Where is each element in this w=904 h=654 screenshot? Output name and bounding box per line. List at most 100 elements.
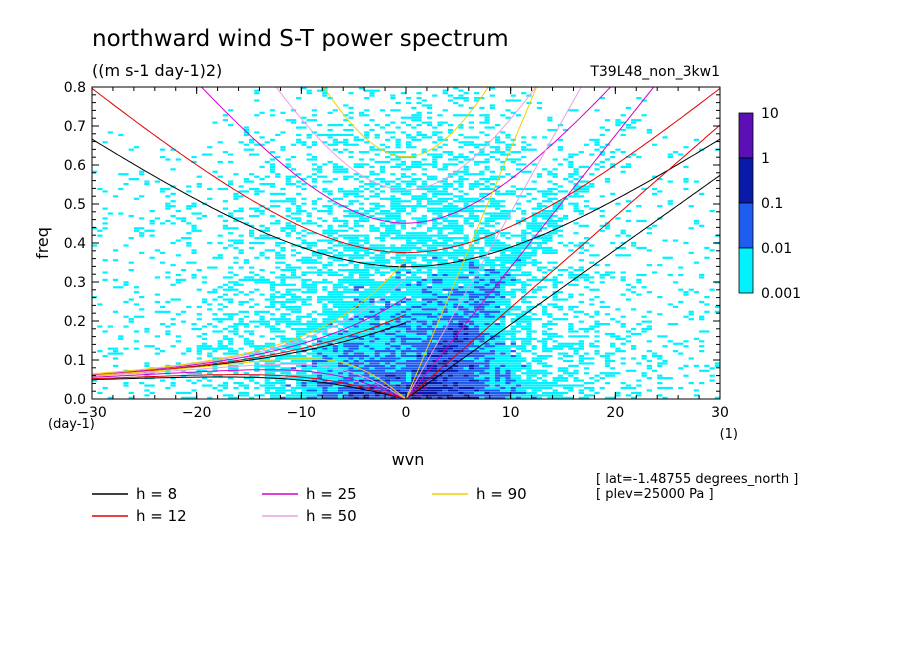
heat-cell <box>526 192 532 195</box>
heat-cell <box>332 219 349 223</box>
heat-cell <box>510 320 532 323</box>
heat-cell <box>348 362 365 365</box>
heat-cell <box>411 325 417 328</box>
heat-cell <box>343 276 354 279</box>
heat-cell <box>500 291 516 294</box>
heat-cell <box>646 131 652 134</box>
heat-cell <box>379 273 386 277</box>
heat-cell <box>636 273 647 277</box>
heat-cell <box>620 357 626 360</box>
heat-cell <box>479 288 495 291</box>
heat-cell <box>311 109 318 112</box>
heat-cell <box>353 251 359 254</box>
heat-cell <box>453 332 459 336</box>
heat-cell <box>311 143 318 146</box>
heat-cell <box>139 217 145 220</box>
heat-cell <box>280 281 286 284</box>
heat-cell <box>453 359 459 363</box>
heat-cell <box>154 217 161 220</box>
heat-cell <box>358 185 365 188</box>
heat-cell <box>343 372 349 375</box>
heat-cell <box>578 362 595 365</box>
heat-cell <box>699 192 705 195</box>
heat-cell <box>432 313 438 316</box>
heat-cell <box>479 151 485 154</box>
heat-cell <box>395 359 406 363</box>
heat-cell <box>557 241 563 245</box>
heat-cell <box>337 350 344 353</box>
heat-cell <box>458 246 464 250</box>
heat-cell <box>432 155 443 159</box>
heat-cell <box>233 381 244 385</box>
heat-cell <box>343 222 349 225</box>
heat-cell <box>494 141 506 144</box>
heat-cell <box>196 379 202 382</box>
heat-cell <box>379 379 386 382</box>
heat-cell <box>264 372 276 375</box>
heat-cell <box>489 200 506 203</box>
heat-cell <box>180 237 192 240</box>
heat-cell <box>343 359 349 363</box>
heat-cell <box>594 148 600 151</box>
heat-cell <box>610 241 616 245</box>
heat-cell <box>327 369 333 372</box>
heat-cell <box>604 119 611 122</box>
heat-cell <box>709 288 715 291</box>
heat-cell <box>170 345 176 348</box>
heat-cell <box>583 286 590 289</box>
heat-cell <box>437 146 443 149</box>
heat-cell <box>500 271 511 274</box>
heat-cell <box>463 165 469 168</box>
power-heatmap <box>92 87 720 399</box>
heat-cell <box>447 323 459 326</box>
heat-cell <box>337 187 344 191</box>
heat-cell <box>160 222 166 225</box>
heat-cell <box>646 367 652 370</box>
heat-cell <box>285 298 312 301</box>
heat-cell <box>458 286 464 289</box>
heat-cell <box>678 352 684 355</box>
heat-cell <box>160 251 166 254</box>
heat-cell <box>317 381 349 385</box>
heat-cell <box>599 165 605 168</box>
heat-cell <box>322 180 333 183</box>
heat-cell <box>217 286 223 289</box>
heat-cell <box>421 278 427 281</box>
heat-cell <box>683 165 689 168</box>
heat-cell <box>233 327 239 331</box>
heat-cell <box>500 234 506 237</box>
heat-cell <box>400 384 406 387</box>
heat-cell <box>133 315 145 318</box>
heat-cell <box>442 109 448 112</box>
heat-cell <box>453 291 475 294</box>
heat-cell <box>306 136 312 139</box>
heat-cell <box>421 173 427 176</box>
heat-cell <box>432 222 443 225</box>
heat-cell <box>583 394 595 397</box>
heat-cell <box>411 114 422 117</box>
heat-cell <box>317 249 328 252</box>
heat-cell <box>249 320 270 323</box>
heat-cell <box>280 131 286 134</box>
heat-cell <box>510 372 516 375</box>
heat-cell <box>301 364 307 367</box>
heat-cell <box>411 178 422 181</box>
colorbar-swatch <box>738 157 754 204</box>
heat-cell <box>170 384 176 387</box>
heat-cell <box>531 259 537 262</box>
heat-cell <box>400 175 412 178</box>
heat-cell <box>385 300 391 304</box>
heat-cell <box>510 185 516 188</box>
heat-cell <box>484 386 501 390</box>
heat-cell <box>552 295 558 299</box>
heat-cell <box>233 332 239 336</box>
heat-cell <box>165 158 171 161</box>
heat-cell <box>421 99 427 102</box>
heat-cell <box>432 94 438 97</box>
heat-cell <box>484 291 501 294</box>
heat-cell <box>426 273 433 277</box>
heat-cell <box>290 217 302 220</box>
heat-cell <box>97 234 103 237</box>
heat-cell <box>275 254 286 257</box>
heat-cell <box>604 227 611 230</box>
